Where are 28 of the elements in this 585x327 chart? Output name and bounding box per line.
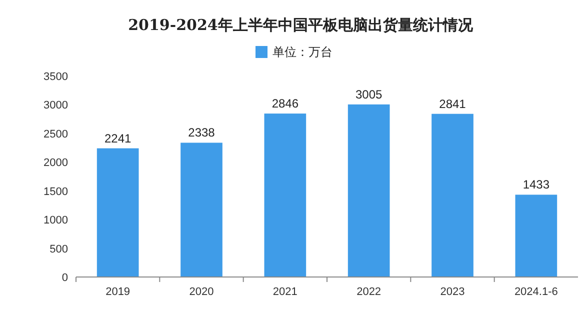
y-tick-label: 2500 bbox=[44, 128, 68, 140]
bar bbox=[264, 114, 306, 277]
data-label: 2846 bbox=[272, 96, 299, 111]
data-label: 1433 bbox=[522, 178, 550, 192]
y-tick-label: 3000 bbox=[44, 100, 68, 112]
y-tick-label: 3500 bbox=[44, 71, 68, 83]
bar bbox=[432, 114, 474, 277]
bar bbox=[348, 104, 390, 277]
data-label: 2338 bbox=[188, 126, 216, 140]
y-tick-label: 500 bbox=[50, 243, 68, 256]
data-label: 2241 bbox=[104, 131, 132, 146]
data-label: 3005 bbox=[355, 87, 383, 102]
data-label: 2841 bbox=[439, 96, 466, 111]
y-tick-label: 0 bbox=[62, 272, 68, 284]
y-tick-label: 2000 bbox=[44, 157, 68, 170]
chart-title: 2019-2024年上半年中国平板电脑出货量统计情况 bbox=[128, 16, 474, 34]
x-tick-label: 2024.1-6 bbox=[514, 286, 558, 298]
legend-label: 单位：万台 bbox=[272, 45, 332, 59]
bar bbox=[515, 194, 558, 277]
x-tick-label: 2022 bbox=[356, 286, 382, 298]
bar bbox=[180, 142, 222, 277]
bar bbox=[96, 148, 139, 277]
x-tick-label: 2023 bbox=[440, 286, 465, 298]
x-tick-label: 2020 bbox=[189, 286, 214, 298]
x-tick-label: 2021 bbox=[272, 286, 298, 298]
y-tick-label: 1500 bbox=[44, 186, 68, 198]
x-tick-label: 2019 bbox=[106, 286, 130, 298]
y-tick-label: 1000 bbox=[44, 214, 68, 227]
